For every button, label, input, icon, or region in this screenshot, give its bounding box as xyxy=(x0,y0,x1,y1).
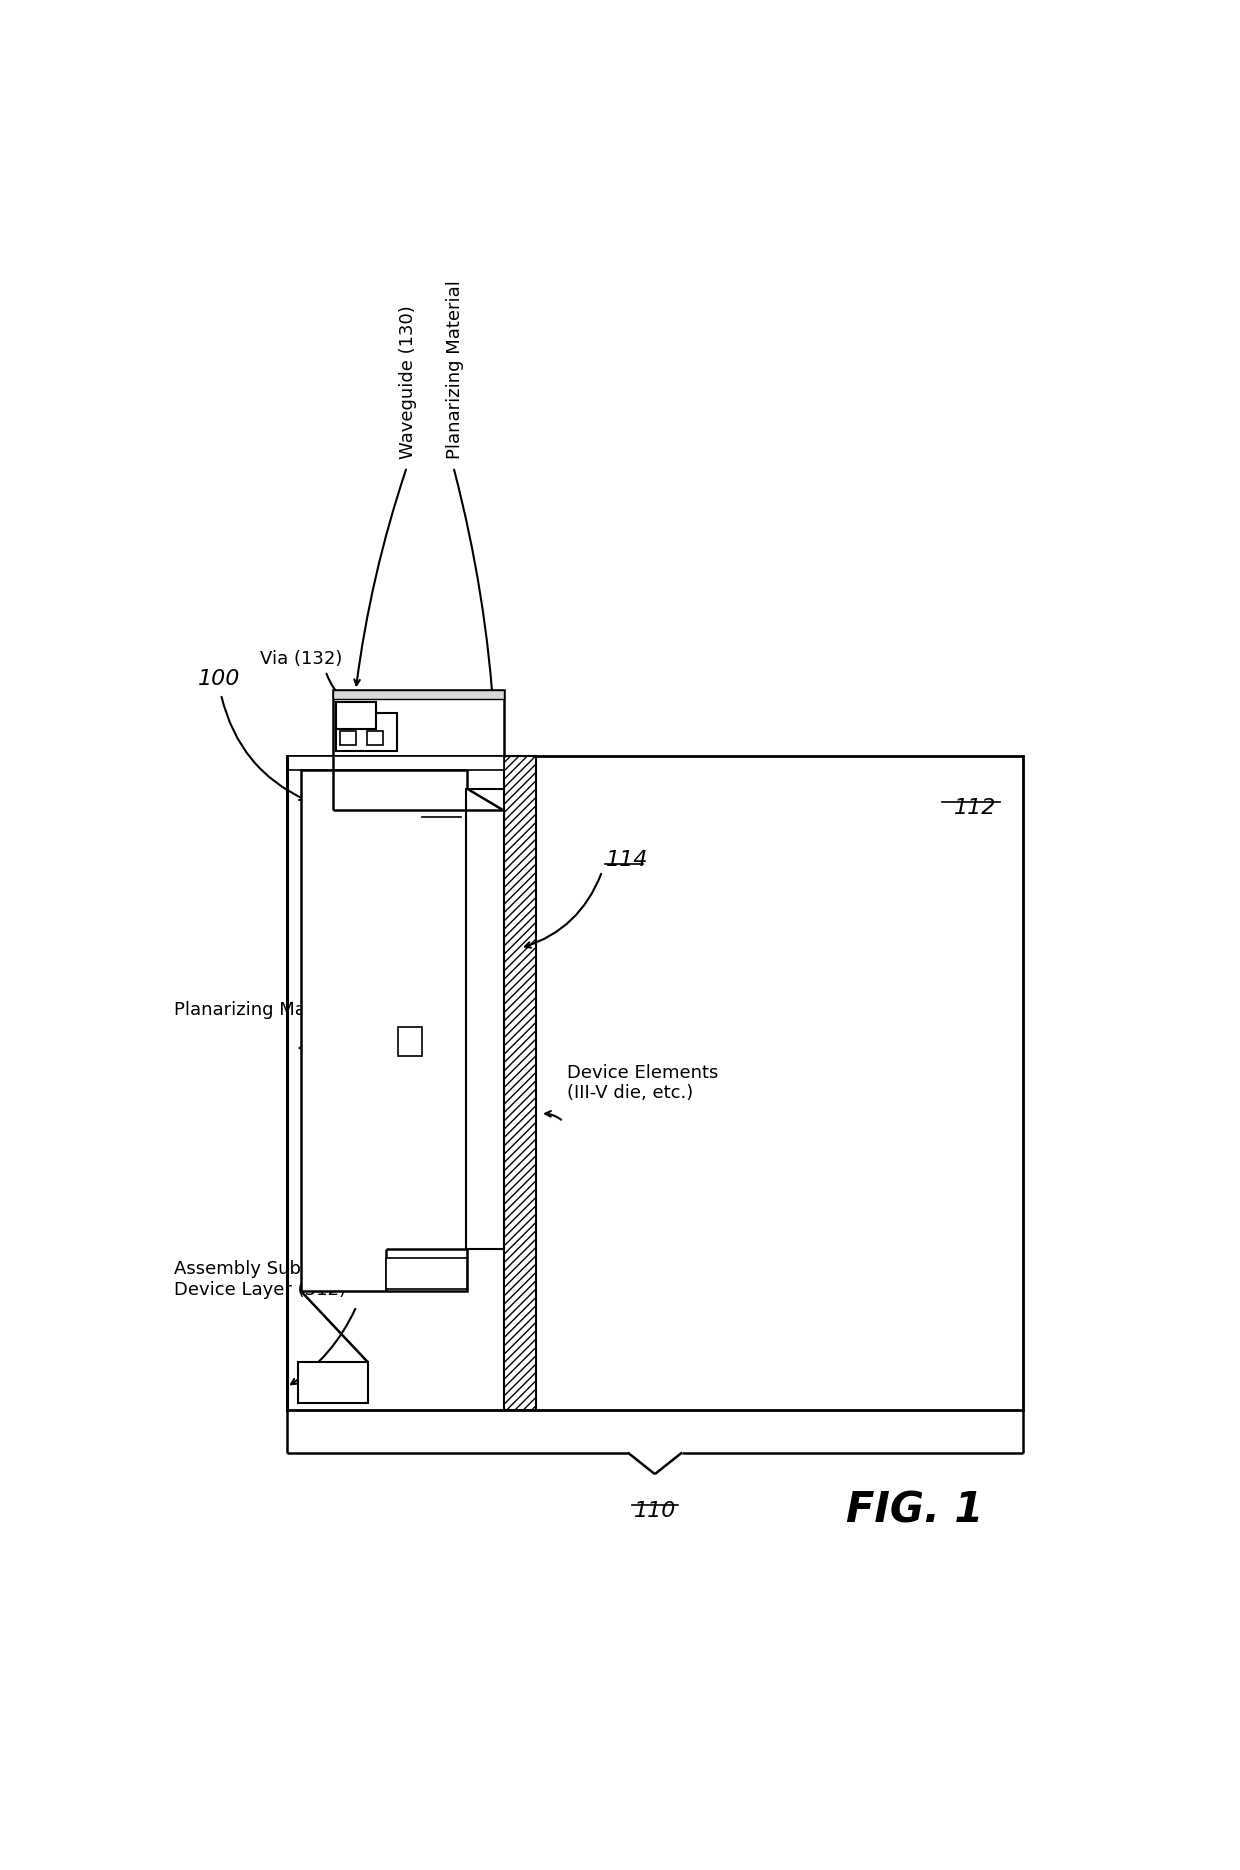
Text: FIG. 1: FIG. 1 xyxy=(846,1489,983,1532)
Bar xyxy=(336,712,397,752)
Bar xyxy=(466,789,503,1249)
Bar xyxy=(286,755,503,770)
Text: Waveguide (130): Waveguide (130) xyxy=(399,305,417,460)
Text: 110: 110 xyxy=(634,1502,676,1520)
Bar xyxy=(386,1259,467,1288)
Bar xyxy=(503,755,536,1410)
Bar xyxy=(398,1027,423,1057)
Text: 116: 116 xyxy=(420,785,463,804)
Bar xyxy=(336,701,376,729)
Text: Planarizing Material: Planarizing Material xyxy=(175,1000,353,1019)
Bar xyxy=(286,755,1023,1410)
Bar xyxy=(334,690,503,755)
Bar xyxy=(340,731,356,744)
Text: 114: 114 xyxy=(606,849,649,870)
Text: Via (132): Via (132) xyxy=(259,651,342,668)
Bar xyxy=(334,690,503,699)
Text: 100: 100 xyxy=(197,669,241,688)
Bar xyxy=(300,770,467,1290)
Text: 112: 112 xyxy=(954,798,996,817)
Text: Assembly Substrate –
Device Layer (312): Assembly Substrate – Device Layer (312) xyxy=(175,1260,370,1298)
Bar xyxy=(367,731,383,744)
Bar xyxy=(299,1363,368,1402)
Text: Device Elements
(III-V die, etc.): Device Elements (III-V die, etc.) xyxy=(567,1064,719,1101)
Text: Planarizing Material: Planarizing Material xyxy=(445,280,464,460)
